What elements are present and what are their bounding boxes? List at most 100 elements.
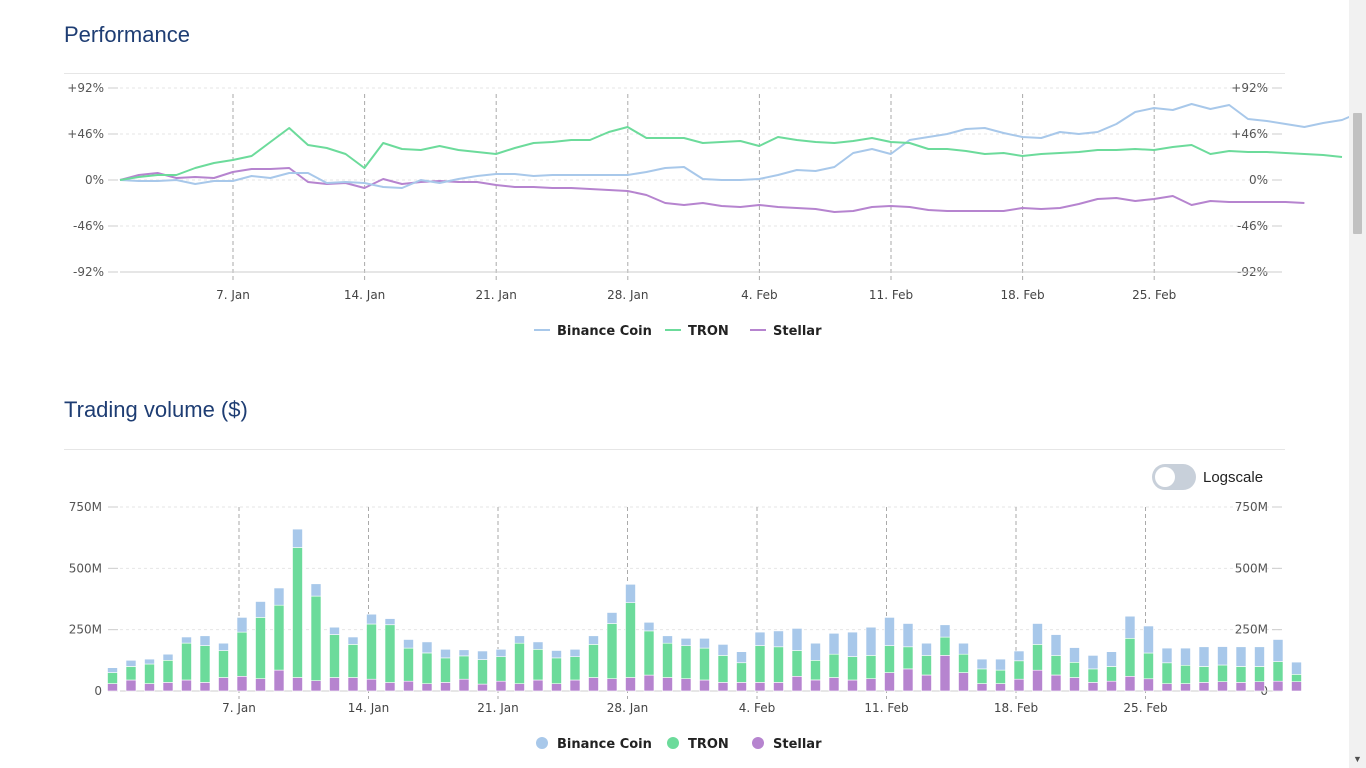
- bar-stellar: [384, 682, 396, 692]
- bar-stellar: [1106, 680, 1117, 692]
- bar-tron: [884, 645, 895, 673]
- bar-binance-coin: [514, 635, 525, 644]
- bar-binance-coin: [1272, 639, 1284, 662]
- bar-binance-coin: [736, 651, 747, 663]
- bar-tron: [828, 653, 840, 678]
- bar-stellar: [1217, 681, 1228, 692]
- bar-tron: [458, 655, 470, 680]
- bar-binance-coin: [199, 635, 211, 646]
- bar-binance-coin: [477, 650, 488, 660]
- bar-tron: [680, 645, 692, 680]
- x-tick-label: 21. Jan: [475, 288, 516, 302]
- bar-binance-coin: [1180, 647, 1191, 666]
- bar-stellar: [1143, 678, 1154, 692]
- bar-tron: [403, 647, 414, 682]
- legend-label: Stellar: [773, 324, 822, 339]
- bar-tron: [255, 617, 266, 679]
- bar-binance-coin: [1050, 634, 1062, 656]
- x-tick-label: 28. Jan: [607, 701, 648, 715]
- bar-tron: [1050, 655, 1062, 676]
- bar-tron: [551, 657, 562, 684]
- bar-stellar: [458, 678, 470, 692]
- performance-chart: +92% +92%+46% +46%0% 0%-46% -46%-92% -92%7. J…: [67, 81, 1366, 339]
- bar-binance-coin: [699, 638, 710, 649]
- bar-binance-coin: [162, 653, 174, 661]
- bar-tron: [181, 642, 192, 681]
- y-tick-label-left: +92%: [67, 81, 104, 95]
- bar-tron: [1272, 661, 1284, 682]
- y-tick-label-left: -46%: [73, 219, 104, 233]
- bar-tron: [199, 645, 211, 683]
- bar-tron: [1161, 662, 1173, 685]
- bar-binance-coin: [1087, 655, 1099, 670]
- bar-stellar: [1272, 680, 1284, 692]
- scroll-thumb[interactable]: [1353, 113, 1362, 234]
- bar-tron: [292, 547, 303, 678]
- bar-binance-coin: [791, 628, 803, 651]
- bar-stellar: [218, 677, 229, 692]
- bar-stellar: [551, 683, 562, 692]
- bar-tron: [1291, 674, 1302, 683]
- bar-binance-coin: [921, 642, 932, 656]
- bar-binance-coin: [458, 649, 470, 657]
- bar-stellar: [865, 678, 877, 692]
- bar-stellar: [162, 682, 174, 692]
- bar-tron: [366, 623, 377, 680]
- bar-stellar: [236, 676, 248, 692]
- bar-stellar: [791, 676, 803, 692]
- bar-binance-coin: [810, 642, 821, 661]
- bar-stellar: [477, 683, 488, 692]
- bar-tron: [107, 672, 118, 684]
- bar-binance-coin: [366, 613, 377, 625]
- bar-stellar: [1087, 682, 1099, 692]
- bar-tron: [643, 630, 655, 676]
- bar-binance-coin: [995, 658, 1006, 671]
- bar-tron: [125, 666, 137, 681]
- bar-binance-coin: [773, 630, 784, 648]
- logscale-switch[interactable]: [1152, 464, 1196, 490]
- logscale-toggle[interactable]: Logscale: [1152, 464, 1263, 490]
- legend-label: Binance Coin: [557, 737, 652, 752]
- bar-binance-coin: [236, 617, 248, 633]
- bar-tron: [347, 644, 359, 678]
- y-tick-label-right: +92%: [1231, 81, 1268, 95]
- x-tick-label: 18. Feb: [1001, 288, 1045, 302]
- legend-marker-binance-coin: [536, 737, 548, 749]
- bar-binance-coin: [1198, 646, 1210, 667]
- y-tick-label-right: +46%: [1231, 127, 1268, 141]
- bar-binance-coin: [1254, 646, 1265, 667]
- y-tick-label-left: 500M: [69, 561, 102, 575]
- y-tick-label-right: -46%: [1237, 219, 1268, 233]
- bar-binance-coin: [551, 650, 562, 659]
- logscale-label: Logscale: [1203, 468, 1264, 486]
- bar-tron: [1217, 664, 1228, 683]
- bar-tron: [939, 636, 951, 656]
- bar-binance-coin: [218, 642, 229, 651]
- bar-stellar: [958, 672, 969, 692]
- bar-stellar: [1124, 676, 1136, 692]
- bar-binance-coin: [495, 649, 507, 658]
- bar-binance-coin: [865, 626, 877, 656]
- bar-tron: [1124, 638, 1136, 677]
- bar-binance-coin: [1291, 661, 1302, 675]
- bar-binance-coin: [588, 635, 599, 645]
- bar-tron: [625, 602, 636, 678]
- bar-binance-coin: [403, 639, 414, 649]
- x-tick-label: 14. Jan: [348, 701, 389, 715]
- scroll-down-arrow-icon[interactable]: ▼: [1353, 754, 1362, 764]
- bar-stellar: [680, 678, 692, 692]
- bar-tron: [310, 595, 322, 682]
- bar-stellar: [403, 680, 414, 692]
- bar-stellar: [588, 677, 599, 692]
- bar-tron: [791, 650, 803, 677]
- divider: [64, 73, 1285, 74]
- bar-stellar: [199, 682, 211, 692]
- vertical-scrollbar[interactable]: ▼: [1349, 0, 1366, 768]
- bar-binance-coin: [1161, 647, 1173, 664]
- bar-stellar: [347, 677, 359, 692]
- bar-stellar: [1069, 677, 1080, 692]
- bar-stellar: [329, 677, 340, 692]
- bar-tron: [717, 655, 729, 683]
- bar-stellar: [1013, 678, 1025, 692]
